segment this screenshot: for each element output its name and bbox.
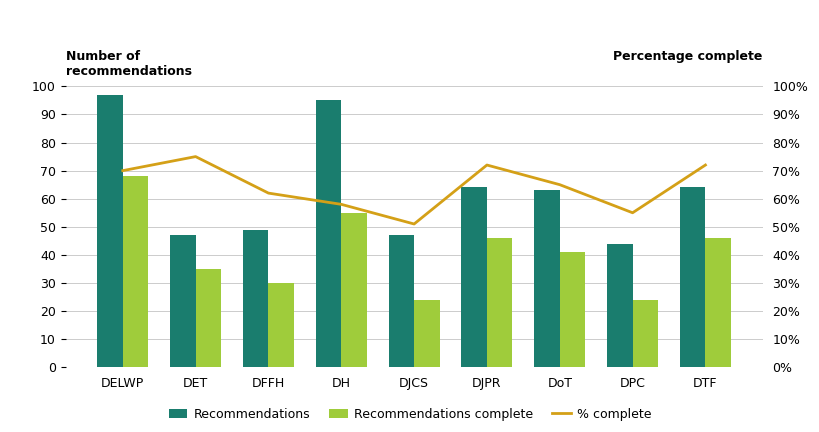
Text: Number of
recommendations: Number of recommendations	[66, 50, 192, 78]
Bar	[170, 235, 196, 367]
Bar	[341, 213, 366, 367]
Bar	[123, 176, 148, 367]
Bar	[534, 190, 559, 367]
Text: Percentage complete: Percentage complete	[613, 50, 762, 63]
Bar	[414, 300, 439, 367]
Legend: Recommendations, Recommendations complete, % complete: Recommendations, Recommendations complet…	[164, 403, 655, 426]
Bar	[679, 187, 704, 367]
Bar	[486, 238, 512, 367]
Bar	[315, 100, 341, 367]
Bar	[242, 230, 268, 367]
Bar	[704, 238, 730, 367]
Bar	[559, 252, 585, 367]
Bar	[461, 187, 486, 367]
Bar	[268, 283, 293, 367]
Bar	[388, 235, 414, 367]
Bar	[631, 300, 658, 367]
Bar	[606, 244, 631, 367]
Bar	[97, 95, 123, 367]
Bar	[196, 269, 221, 367]
